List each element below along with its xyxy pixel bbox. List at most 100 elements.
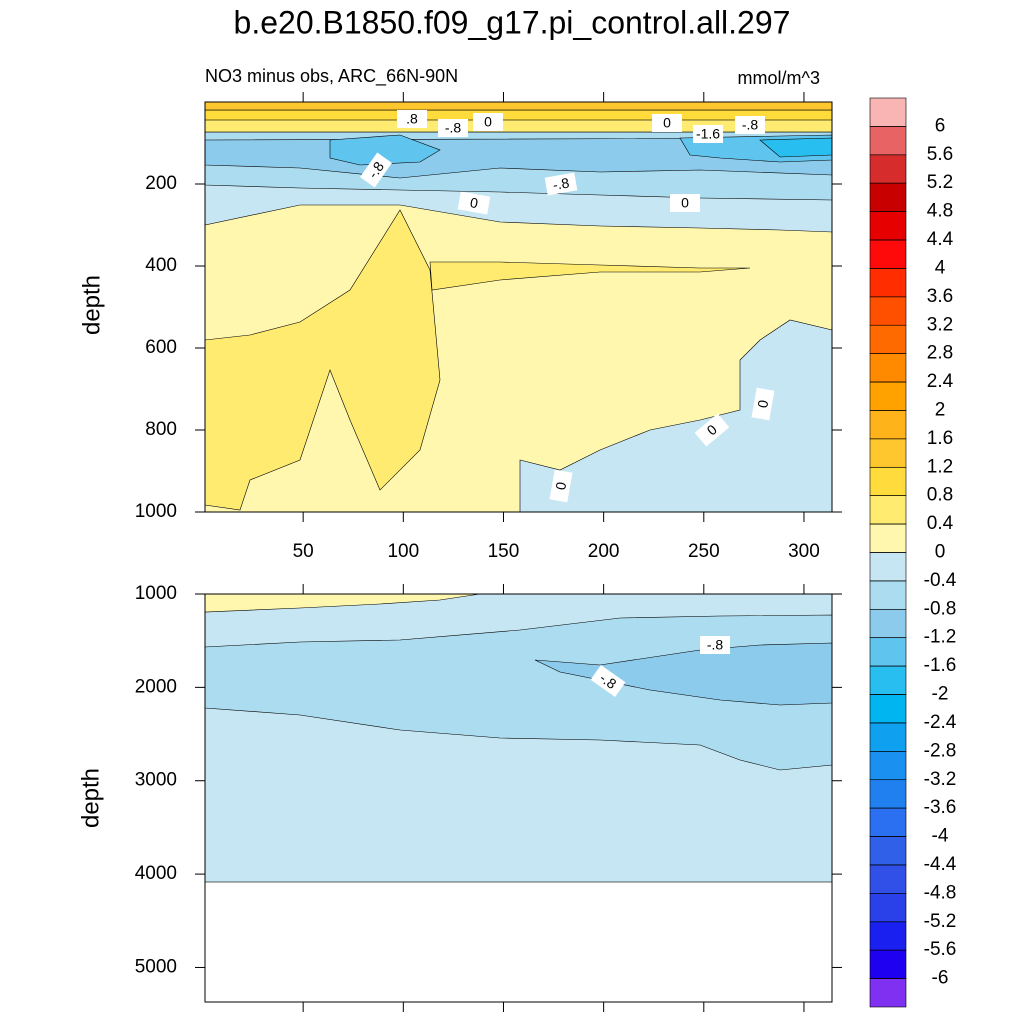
colorbar-label: -2.8 — [924, 740, 957, 761]
colorbar-label: 5.6 — [927, 144, 953, 165]
contour-label-text: 0 — [552, 481, 569, 492]
colorbar-label: 2 — [935, 399, 946, 420]
label-box — [693, 125, 723, 143]
colorbar-label: 6 — [935, 115, 946, 136]
colorbar-label: 4.4 — [927, 229, 954, 250]
colorbar-label: -6 — [932, 968, 949, 989]
contour-label: 0 — [457, 191, 491, 215]
colorbar-box — [869, 239, 907, 269]
colorbar-label: -1.6 — [924, 655, 957, 676]
contour-label: -.8 — [700, 636, 730, 654]
colorbar-box — [869, 154, 907, 184]
colorbar-box — [869, 353, 907, 383]
x-tick-label: 200 — [588, 541, 620, 562]
contour-label: 0 — [751, 387, 775, 421]
colorbar-label: -3.2 — [924, 769, 957, 790]
colorbar-label: -5.6 — [924, 939, 957, 960]
colorbar-box — [869, 182, 907, 212]
colorbar-label: 0 — [935, 542, 946, 563]
plot-frame — [204, 593, 833, 1003]
subtitle: NO3 minus obs, ARC_66N-90N — [205, 66, 458, 87]
colorbar-label: 3.2 — [927, 314, 953, 335]
contour-label-text: 0 — [469, 194, 480, 211]
y-tick-label: 1000 — [135, 583, 177, 604]
contour-label-text: 0 — [663, 115, 671, 131]
colorbar-label: -4 — [932, 826, 949, 847]
colorbar-box — [869, 609, 907, 639]
x-tick-label: 150 — [488, 541, 520, 562]
colorbar-box — [869, 523, 907, 553]
region — [429, 261, 751, 291]
colorbar-box — [869, 211, 907, 241]
colorbar-label: -0.8 — [924, 598, 957, 619]
colorbar-box — [869, 893, 907, 923]
colorbar-label: -4.4 — [924, 854, 957, 875]
contour-label: -.8 — [360, 152, 392, 188]
contour-label-text: -.8 — [707, 637, 724, 653]
contour-label-text: -.8 — [742, 117, 759, 133]
colorbar-box — [869, 495, 907, 525]
colorbar-box — [869, 836, 907, 866]
colorbar-label: -0.4 — [924, 570, 957, 591]
colorbar-label: 3.6 — [927, 286, 953, 307]
title: b.e20.B1850.f09_g17.pi_control.all.297 — [234, 4, 791, 40]
y-tick-label: 3000 — [135, 770, 177, 791]
contour-fill — [204, 593, 833, 883]
contour-label-text: -1.6 — [696, 126, 720, 142]
colorbar-label: 2.4 — [927, 371, 954, 392]
colorbar-label: -3.6 — [924, 797, 957, 818]
contour-label: 0 — [670, 194, 700, 212]
colorbar-box — [869, 552, 907, 582]
label-box — [751, 387, 775, 421]
colorbar-label: -4.8 — [924, 882, 957, 903]
label-box — [670, 194, 700, 212]
label-box — [735, 116, 765, 134]
contour-label: 0 — [549, 469, 573, 503]
contour-label-text: 0 — [484, 114, 492, 130]
colorbar-box — [869, 978, 907, 1008]
label-box — [544, 172, 578, 196]
region — [204, 101, 833, 111]
colorbar-label: 0.8 — [927, 485, 953, 506]
colorbar-box — [869, 126, 907, 156]
colorbar-box — [869, 466, 907, 496]
contour-label-text: 0 — [681, 195, 689, 211]
y-tick-label: 5000 — [135, 956, 177, 977]
colorbar-box — [869, 807, 907, 837]
contour-label-text: -.8 — [365, 158, 388, 181]
colorbar-box — [869, 751, 907, 781]
units: mmol/m^3 — [738, 68, 820, 88]
contour-label: -.8 — [544, 172, 578, 196]
contour-label-text: -.8 — [445, 120, 462, 136]
contour-label-text: -.8 — [597, 670, 620, 693]
contour-fill — [204, 101, 833, 513]
colorbar-label: -2.4 — [924, 712, 957, 733]
colorbar-box — [869, 381, 907, 411]
y-axis-label: depth — [77, 768, 104, 828]
label-box — [360, 152, 392, 188]
colorbar-label: 1.6 — [927, 428, 953, 449]
y-tick-label: 400 — [145, 255, 177, 276]
x-tick-label: 100 — [387, 541, 419, 562]
y-axis-label: depth — [78, 275, 105, 335]
colorbar-box — [869, 268, 907, 298]
colorbar-label: -2 — [932, 684, 949, 705]
colorbar-label: 1.2 — [927, 456, 953, 477]
contour-label-text: .8 — [406, 111, 418, 127]
colorbar-box — [869, 949, 907, 979]
contour-label-text: 0 — [754, 399, 771, 410]
colorbar-label: 2.8 — [927, 343, 953, 364]
colorbar-box — [869, 296, 907, 326]
y-tick-label: 800 — [145, 419, 177, 440]
colorbar-box — [869, 779, 907, 809]
colorbar-box — [869, 324, 907, 354]
label-box — [473, 113, 503, 131]
colorbar-label: 5.2 — [927, 172, 953, 193]
y-tick-label: 1000 — [135, 501, 177, 522]
x-tick-label: 50 — [293, 541, 314, 562]
label-box — [457, 191, 491, 215]
colorbar-box — [869, 722, 907, 752]
colorbar-box — [869, 580, 907, 610]
land-mask — [205, 883, 832, 1002]
